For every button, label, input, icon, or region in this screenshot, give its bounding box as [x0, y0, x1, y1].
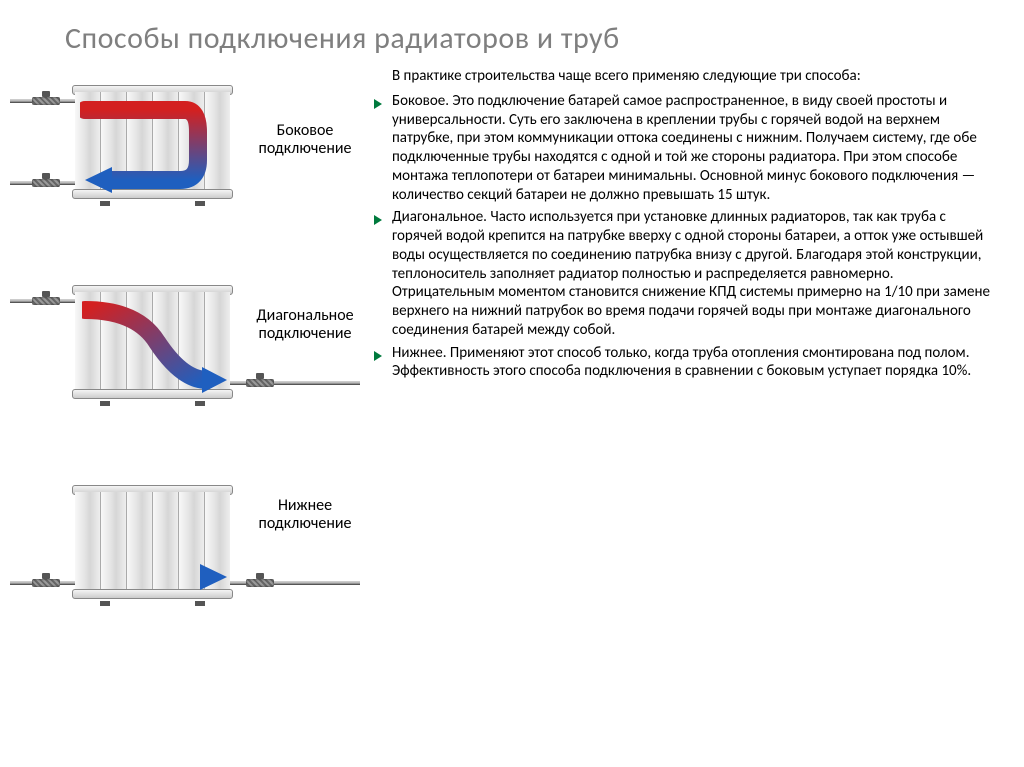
valve-out: [246, 376, 274, 390]
text-column: В практике строительства чаще всего прим…: [360, 67, 994, 667]
label-line: подключение: [258, 324, 351, 343]
radiator: [75, 282, 230, 402]
diagram-side: Боковое подключение: [10, 67, 360, 267]
bullet-icon: [372, 350, 392, 382]
bullet-text: Диагональное. Часто используется при уст…: [392, 208, 994, 339]
pipe-out-far: [290, 581, 360, 585]
bullet-icon: [372, 214, 392, 339]
bullet-item: Нижнее. Применяют этот способ только, ко…: [360, 344, 994, 382]
label-line: подключение: [258, 139, 351, 158]
valve-in: [32, 576, 60, 590]
bullet-item: Диагональное. Часто используется при уст…: [360, 208, 994, 339]
diagram-label: Боковое подключение: [240, 122, 370, 159]
valve-out: [246, 576, 274, 590]
intro-text: В практике строительства чаще всего прим…: [360, 67, 994, 86]
page-title: Способы подключения радиаторов и труб: [65, 20, 994, 57]
label-line: Нижнее: [278, 496, 332, 515]
bullet-item: Боковое. Это подключение батарей самое р…: [360, 92, 994, 205]
bullet-icon: [372, 98, 392, 205]
valve-out: [32, 176, 60, 190]
diagram-column: Боковое подключение: [10, 67, 360, 667]
radiator: [75, 482, 230, 602]
pipe-out-far: [290, 381, 360, 385]
content-row: Боковое подключение: [10, 67, 994, 667]
diagram-label: Диагональное подключение: [240, 307, 370, 344]
label-line: Диагональное: [256, 306, 353, 325]
diagram-bottom: Нижнее подключение: [10, 467, 360, 667]
label-line: подключение: [258, 514, 351, 533]
slide: Способы подключения радиаторов и труб: [0, 0, 1024, 677]
diagram-label: Нижнее подключение: [240, 497, 370, 534]
label-line: Боковое: [277, 121, 334, 140]
radiator: [75, 82, 230, 202]
diagram-diagonal: Диагональное подключение: [10, 267, 360, 467]
valve-in: [32, 94, 60, 108]
valve-in: [32, 294, 60, 308]
bullet-text: Нижнее. Применяют этот способ только, ко…: [392, 344, 994, 382]
bullet-text: Боковое. Это подключение батарей самое р…: [392, 92, 994, 205]
